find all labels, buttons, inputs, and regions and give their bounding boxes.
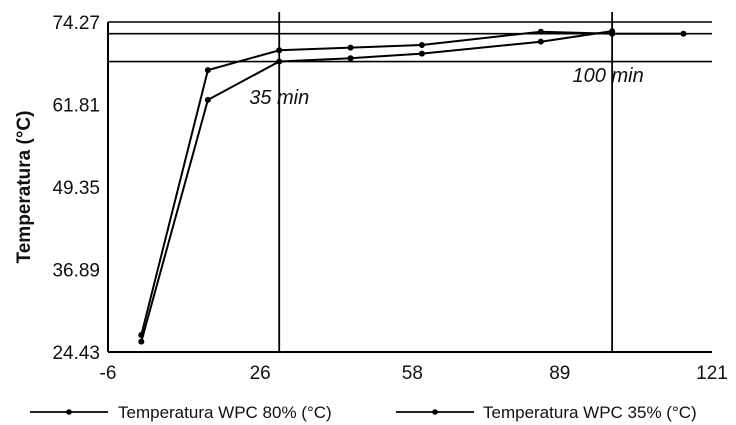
legend-label-series-1: Temperatura WPC 80% (°C) — [118, 403, 332, 422]
data-point-series-2 — [347, 55, 354, 62]
data-point-series-2 — [537, 38, 544, 45]
data-point-series-2 — [418, 50, 425, 57]
y-axis-label: Temperatura (°C) — [14, 111, 35, 264]
x-tick-label: 26 — [250, 363, 271, 384]
data-point-series-1 — [537, 28, 544, 35]
y-tick-label: 74.27 — [52, 13, 100, 34]
legend-marker-series-1 — [66, 409, 72, 415]
data-point-series-1 — [418, 41, 425, 48]
data-point-series-2 — [609, 28, 616, 35]
y-tick-label: 36.89 — [52, 261, 100, 282]
y-tick-label: 24.43 — [52, 343, 100, 364]
x-tick-label: -6 — [100, 363, 117, 384]
data-point-series-2 — [204, 96, 211, 103]
annotation-label: 100 min — [573, 65, 644, 87]
data-point-series-1 — [276, 47, 283, 54]
legend: Temperatura WPC 80% (°C) Temperatura WPC… — [30, 403, 697, 422]
x-tick-label: 89 — [549, 363, 570, 384]
data-point-series-1 — [680, 30, 687, 37]
legend-label-series-2: Temperatura WPC 35% (°C) — [483, 403, 697, 422]
series-line-2 — [140, 30, 613, 342]
y-tick-label: 49.35 — [52, 178, 100, 199]
x-tick-label: 58 — [402, 363, 423, 384]
y-tick-label: 61.81 — [52, 96, 100, 117]
data-point-series-1 — [204, 67, 211, 74]
legend-marker-series-2 — [432, 409, 438, 415]
data-point-series-2 — [276, 58, 283, 65]
annotation-label: 35 min — [249, 87, 309, 109]
data-point-series-1 — [347, 44, 354, 51]
data-point-series-2 — [138, 338, 145, 345]
x-tick-label: 121 — [696, 363, 728, 384]
